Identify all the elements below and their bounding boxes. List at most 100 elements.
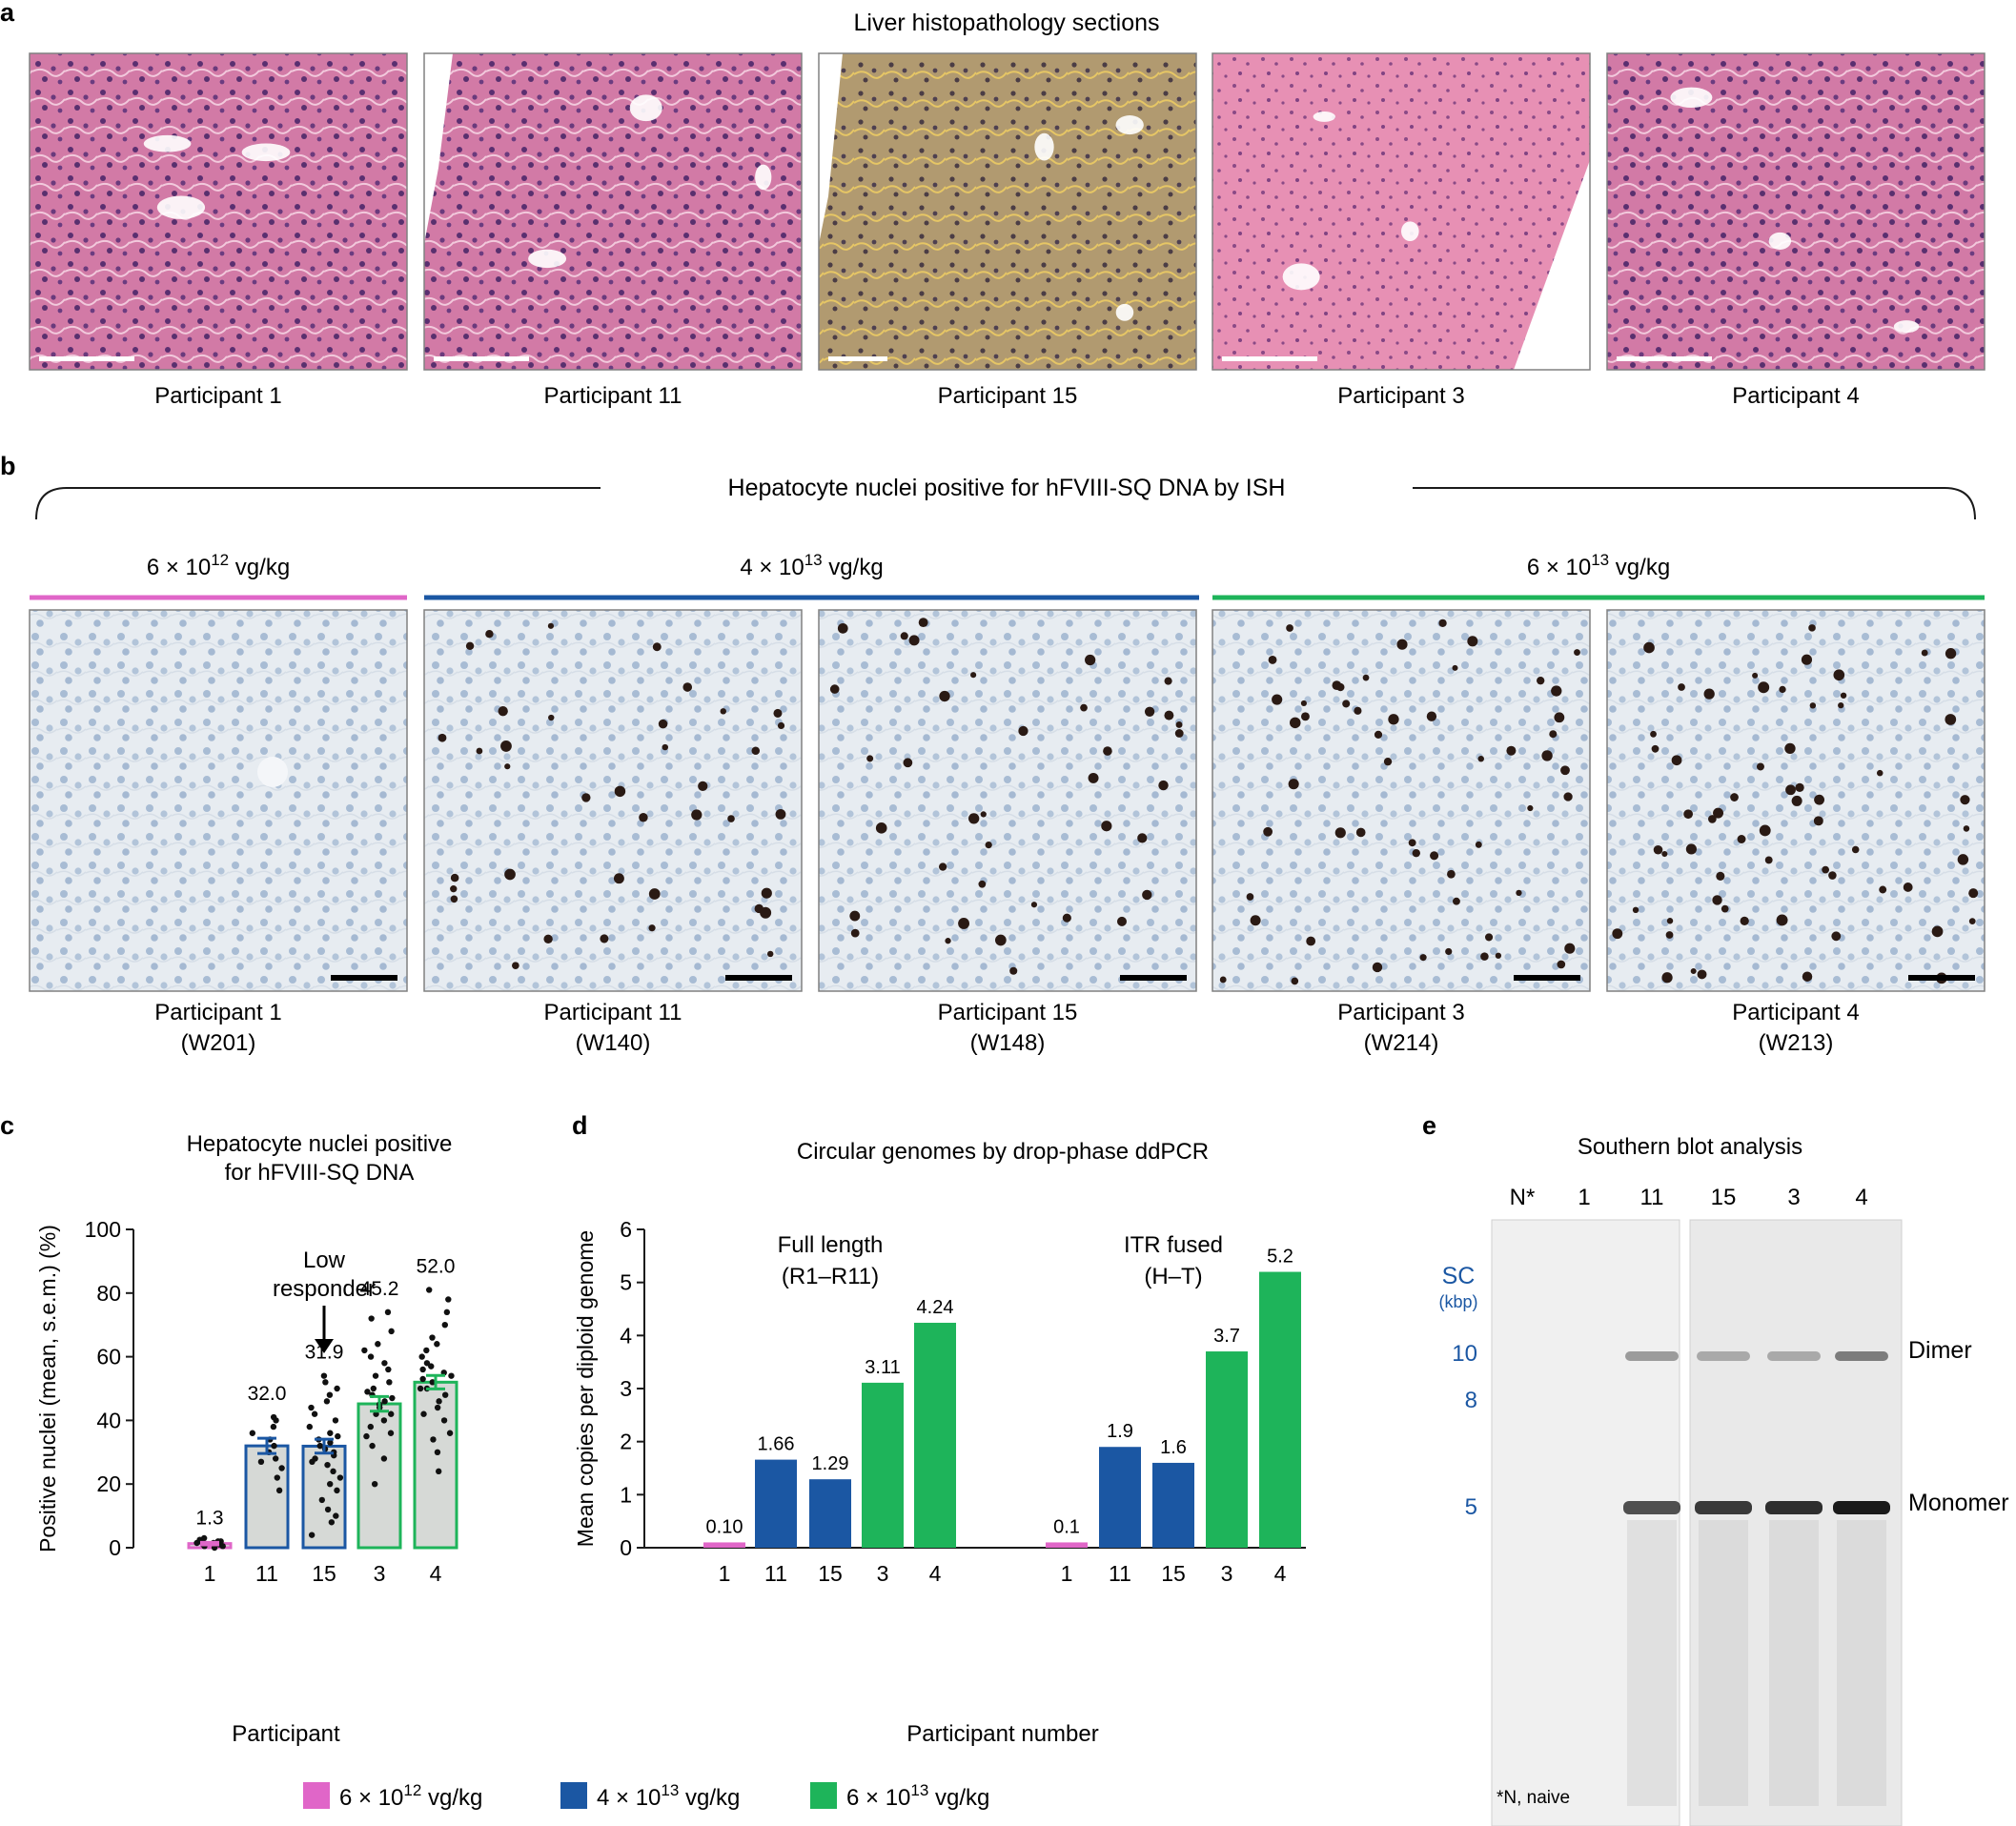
data-point bbox=[367, 1423, 374, 1430]
lane-smear bbox=[1699, 1520, 1748, 1806]
positive-nucleus bbox=[1945, 714, 1957, 725]
positive-nucleus bbox=[1822, 865, 1830, 874]
positive-nucleus bbox=[1453, 897, 1460, 905]
positive-nucleus bbox=[1342, 700, 1351, 708]
positive-nucleus bbox=[967, 813, 980, 824]
vessel-lumen bbox=[1768, 232, 1792, 250]
positive-nucleus bbox=[1452, 664, 1458, 671]
positive-nucleus bbox=[775, 808, 786, 820]
data-point bbox=[311, 1410, 318, 1417]
positive-nucleus bbox=[875, 822, 887, 834]
y-tick-label: 80 bbox=[96, 1281, 121, 1306]
data-point bbox=[327, 1481, 334, 1488]
positive-nucleus bbox=[1334, 827, 1346, 839]
ish-caption-line1: Participant 1 bbox=[154, 1000, 281, 1025]
positive-nucleus bbox=[1306, 936, 1316, 946]
positive-nucleus bbox=[1396, 639, 1408, 650]
y-tick-label: 3 bbox=[620, 1376, 632, 1401]
x-tick-label: 4 bbox=[1274, 1561, 1287, 1586]
legend-label: 6 × 1012 vg/kg bbox=[339, 1781, 482, 1811]
bar bbox=[809, 1479, 851, 1548]
scale-bar bbox=[828, 356, 887, 361]
ish-image-border bbox=[29, 609, 408, 992]
positive-nucleus bbox=[504, 763, 511, 770]
positive-nucleus bbox=[980, 811, 987, 818]
positive-nucleus bbox=[1713, 807, 1724, 819]
data-point bbox=[327, 1430, 334, 1436]
data-point bbox=[367, 1353, 375, 1360]
value-label: 1.9 bbox=[1107, 1421, 1133, 1442]
positive-nucleus bbox=[1813, 816, 1823, 826]
positive-nucleus bbox=[849, 910, 861, 922]
positive-nucleus bbox=[1430, 851, 1439, 861]
positive-nucleus bbox=[1828, 871, 1837, 880]
positive-nucleus bbox=[1362, 674, 1370, 681]
positive-nucleus bbox=[1445, 947, 1453, 956]
panel-c-letter: c bbox=[0, 1111, 14, 1140]
positive-nucleus bbox=[1721, 904, 1729, 913]
positive-nucleus bbox=[903, 758, 913, 768]
positive-nucleus bbox=[1671, 755, 1682, 766]
positive-nucleus bbox=[1703, 688, 1715, 700]
positive-nucleus bbox=[543, 934, 553, 944]
dose-group-label: 4 × 1013 vg/kg bbox=[740, 551, 883, 580]
value-label: 0.1 bbox=[1053, 1516, 1080, 1537]
lane-label: 1 bbox=[1578, 1185, 1590, 1210]
positive-nucleus bbox=[1808, 624, 1816, 632]
positive-nucleus bbox=[1030, 902, 1038, 908]
positive-nucleus bbox=[1759, 824, 1771, 837]
positive-nucleus bbox=[1963, 825, 1970, 832]
tissue-edge bbox=[424, 53, 453, 244]
panel-a-letter: a bbox=[0, 0, 15, 27]
positive-nucleus bbox=[1467, 636, 1478, 647]
positive-nucleus bbox=[1968, 888, 1979, 899]
positive-nucleus bbox=[1921, 649, 1928, 657]
positive-nucleus bbox=[1612, 928, 1623, 940]
x-tick-label: 11 bbox=[255, 1561, 278, 1586]
positive-nucleus bbox=[1516, 889, 1522, 897]
positive-nucleus bbox=[1551, 685, 1562, 697]
positive-nucleus bbox=[900, 632, 908, 640]
positive-nucleus bbox=[1527, 804, 1534, 812]
annotation-line2: responder bbox=[273, 1276, 376, 1302]
monomer-band bbox=[1833, 1501, 1890, 1514]
positive-nucleus bbox=[1158, 780, 1169, 791]
data-point bbox=[306, 1423, 314, 1430]
bar bbox=[862, 1382, 904, 1548]
positive-nucleus bbox=[1666, 918, 1674, 924]
data-point bbox=[428, 1363, 435, 1370]
histology-image bbox=[424, 53, 802, 370]
value-label: 52.0 bbox=[417, 1255, 456, 1277]
positive-nucleus bbox=[1665, 931, 1674, 939]
y-tick-label: 2 bbox=[620, 1430, 632, 1454]
positive-nucleus bbox=[1537, 676, 1545, 685]
histology-image bbox=[819, 53, 1196, 370]
positive-nucleus bbox=[1383, 757, 1393, 766]
positive-nucleus bbox=[1876, 769, 1884, 777]
positive-nucleus bbox=[751, 746, 761, 756]
positive-nucleus bbox=[1574, 649, 1580, 656]
marker-size: 5 bbox=[1465, 1494, 1477, 1520]
positive-nucleus bbox=[1300, 700, 1307, 707]
blot-footnote: *N, naive bbox=[1497, 1788, 1570, 1808]
positive-nucleus bbox=[1833, 669, 1845, 681]
positive-nucleus bbox=[1697, 969, 1707, 980]
positive-nucleus bbox=[476, 747, 483, 755]
data-point bbox=[270, 1413, 277, 1421]
data-point bbox=[275, 1487, 283, 1494]
positive-nucleus bbox=[613, 873, 624, 884]
ish-caption-line2: (W148) bbox=[970, 1030, 1046, 1056]
data-point bbox=[380, 1455, 388, 1462]
data-point bbox=[430, 1436, 437, 1443]
histology-caption: Participant 15 bbox=[938, 383, 1078, 409]
positive-nucleus bbox=[760, 906, 772, 919]
positive-nucleus bbox=[1758, 681, 1770, 694]
data-point bbox=[426, 1287, 433, 1293]
data-point bbox=[335, 1432, 341, 1440]
panel-d-title: Circular genomes by drop-phase ddPCR bbox=[797, 1139, 1209, 1165]
positive-nucleus bbox=[1291, 977, 1299, 985]
y-tick-label: 0 bbox=[620, 1535, 632, 1560]
scale-bar bbox=[434, 356, 529, 361]
positive-nucleus bbox=[1779, 685, 1786, 694]
positive-nucleus bbox=[837, 622, 848, 634]
